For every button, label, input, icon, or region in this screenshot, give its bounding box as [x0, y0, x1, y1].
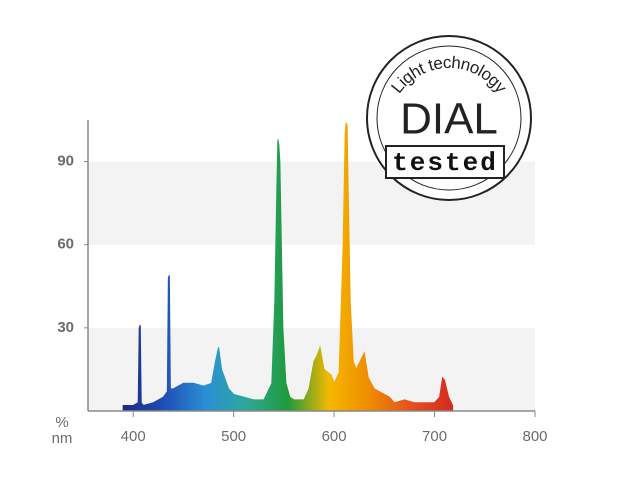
x-tick-label: 800 — [522, 428, 547, 445]
x-axis-label: nm — [52, 430, 73, 447]
spectrum-area — [122, 122, 454, 412]
y-tick-label: 90 — [57, 153, 74, 170]
badge-box — [385, 145, 505, 179]
badge-main: DIAL — [400, 95, 498, 144]
y-axis-label: % — [55, 414, 68, 431]
x-tick-label: 600 — [322, 428, 347, 445]
x-tick-label: 700 — [422, 428, 447, 445]
badge: Light technology DIAL tested — [366, 35, 532, 201]
y-tick-label: 60 — [57, 236, 74, 253]
x-tick-label: 400 — [121, 428, 146, 445]
badge-sub: tested — [392, 148, 498, 178]
y-tick-label: 30 — [57, 319, 74, 336]
badge-inner — [376, 45, 522, 191]
x-tick-label: 500 — [221, 428, 246, 445]
